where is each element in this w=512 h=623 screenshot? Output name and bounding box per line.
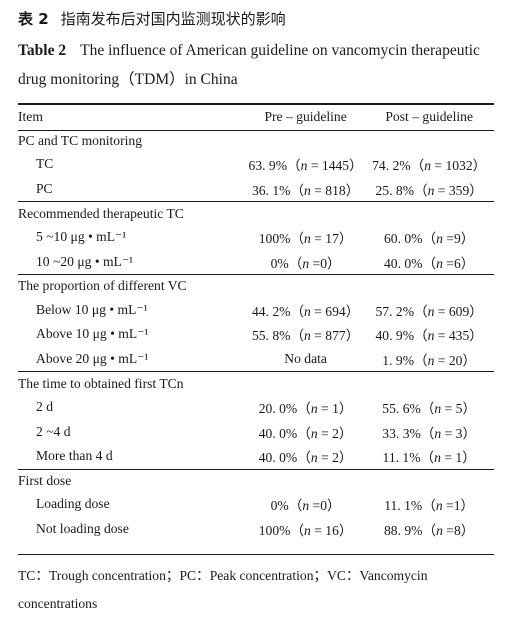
table-bottom-rule bbox=[18, 554, 494, 555]
section-title: Recommended therapeutic TC bbox=[18, 201, 494, 225]
results-table: Item Pre – guideline Post – guideline PC… bbox=[18, 105, 494, 541]
row-post-value: 11. 1%（n =1） bbox=[384, 498, 475, 514]
row-item: Above 10 μg • mL⁻¹ bbox=[36, 326, 149, 342]
table-row: TC 63. 9%（n = 1445） 74. 2%（n = 1032） bbox=[18, 152, 494, 177]
row-post-value: 60. 0%（n =9） bbox=[383, 231, 475, 247]
row-item: TC bbox=[36, 156, 54, 172]
row-post-value: 11. 1%（n = 1） bbox=[382, 450, 476, 466]
row-post-value: 40. 9%（n = 435） bbox=[375, 328, 483, 344]
row-post-value: 57. 2%（n = 609） bbox=[375, 303, 483, 319]
row-pre-value: 100%（n = 16） bbox=[258, 522, 353, 538]
english-caption-title: The influence of American guideline on v… bbox=[18, 42, 480, 88]
table-row: 10 ~20 μg • mL⁻¹ 0%（n =0） 40. 0%（n =6） bbox=[18, 249, 494, 274]
english-caption-label: Table 2 bbox=[18, 42, 67, 59]
chinese-caption-label: 表 2 bbox=[18, 10, 49, 28]
row-pre-value: 0%（n =0） bbox=[270, 498, 341, 514]
section-row: The time to obtained first TCn bbox=[18, 371, 494, 395]
row-item: More than 4 d bbox=[36, 448, 113, 464]
row-pre-value: 100%（n = 17） bbox=[258, 231, 353, 247]
header-item: Item bbox=[18, 109, 43, 125]
section-title: PC and TC monitoring bbox=[18, 132, 142, 148]
section-row: First dose bbox=[18, 468, 494, 493]
section-row: PC and TC monitoring bbox=[18, 130, 494, 153]
section-title: The proportion of different VC bbox=[18, 273, 494, 298]
chinese-caption: 表 2 指南发布后对国内监测现状的影响 bbox=[18, 8, 286, 29]
row-item: 5 ~10 μg • mL⁻¹ bbox=[36, 229, 127, 245]
table-row: Above 10 μg • mL⁻¹ 55. 8%（n = 877） 40. 9%（… bbox=[18, 322, 494, 347]
row-pre-value: 0%（n =0） bbox=[270, 255, 341, 271]
section-row: The proportion of different VC bbox=[18, 273, 494, 298]
table-row: Above 20 μg • mL⁻¹ No data 1. 9%（n = 20） bbox=[18, 347, 494, 372]
row-pre-value: 40. 0%（n = 2） bbox=[258, 450, 353, 466]
header-rule bbox=[18, 130, 494, 131]
row-item: PC bbox=[36, 180, 53, 196]
row-pre-value: No data bbox=[284, 350, 327, 366]
chinese-caption-title: 指南发布后对国内监测现状的影响 bbox=[60, 10, 286, 28]
english-caption: Table 2 The influence of American guideli… bbox=[18, 36, 502, 94]
row-item: Below 10 μg • mL⁻¹ bbox=[36, 301, 148, 317]
row-pre-value: 20. 0%（n = 1） bbox=[258, 401, 353, 417]
row-post-value: 55. 6%（n = 5） bbox=[382, 401, 477, 417]
table-row: Not loading dose 100%（n = 16） 88. 9%（n =8） bbox=[18, 517, 494, 542]
row-pre-value: 44. 2%（n = 694） bbox=[251, 303, 360, 319]
row-post-value: 25. 8%（n = 359） bbox=[375, 182, 483, 198]
row-post-value: 88. 9%（n =8） bbox=[383, 522, 475, 538]
row-item: 2 d bbox=[36, 399, 53, 415]
section-row: Recommended therapeutic TC bbox=[18, 201, 494, 225]
header-post-guideline: Post – guideline bbox=[385, 109, 473, 125]
section-title: The time to obtained first TCn bbox=[18, 371, 494, 395]
table-row: PC 36. 1%（n = 818） 25. 8%（n = 359） bbox=[18, 177, 494, 202]
row-post-value: 33. 3%（n = 3） bbox=[382, 425, 477, 441]
table-row: 2 ~4 d 40. 0%（n = 2） 33. 3%（n = 3） bbox=[18, 419, 494, 444]
row-item: 10 ~20 μg • mL⁻¹ bbox=[36, 253, 134, 269]
header-pre-guideline: Pre – guideline bbox=[264, 109, 347, 125]
row-post-value: 40. 0%（n =6） bbox=[383, 255, 475, 271]
row-item: Not loading dose bbox=[36, 520, 129, 536]
row-pre-value: 63. 9%（n = 1445） bbox=[248, 158, 363, 174]
table-header-row: Item Pre – guideline Post – guideline bbox=[18, 105, 494, 130]
footnote: TC：Trough concentration；PC：Peak concentr… bbox=[18, 568, 428, 611]
row-pre-value: 36. 1%（n = 818） bbox=[251, 182, 360, 198]
table-row: Below 10 μg • mL⁻¹ 44. 2%（n = 694） 57. 2%（… bbox=[18, 297, 494, 322]
row-post-value: 1. 9%（n = 20） bbox=[382, 352, 477, 368]
table-top-rule bbox=[18, 103, 494, 105]
row-post-value: 74. 2%（n = 1032） bbox=[372, 158, 487, 174]
section-title: First dose bbox=[18, 468, 494, 493]
row-pre-value: 40. 0%（n = 2） bbox=[258, 425, 353, 441]
row-item: Loading dose bbox=[36, 496, 110, 512]
row-item: Above 20 μg • mL⁻¹ bbox=[36, 350, 149, 366]
row-item: 2 ~4 d bbox=[36, 423, 71, 439]
row-pre-value: 55. 8%（n = 877） bbox=[251, 328, 360, 344]
table-row: Loading dose 0%（n =0） 11. 1%（n =1） bbox=[18, 492, 494, 517]
table-row: More than 4 d 40. 0%（n = 2） 11. 1%（n = 1） bbox=[18, 444, 494, 469]
table-row: 2 d 20. 0%（n = 1） 55. 6%（n = 5） bbox=[18, 395, 494, 420]
table-row: 5 ~10 μg • mL⁻¹ 100%（n = 17） 60. 0%（n =9） bbox=[18, 225, 494, 250]
